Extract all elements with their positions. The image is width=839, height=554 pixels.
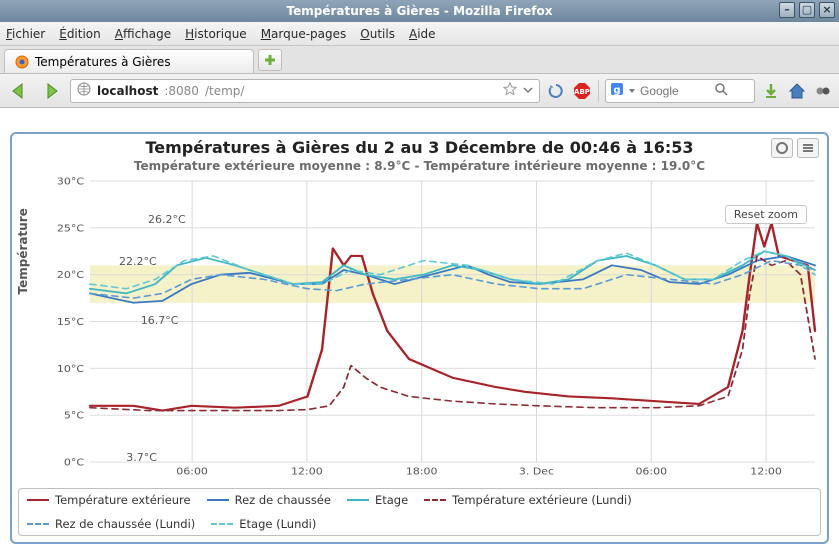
legend-swatch (424, 499, 446, 501)
toolbar-divider (598, 80, 599, 102)
menu-tools[interactable]: Outils (360, 27, 395, 41)
chart-annotation: 26.2°C (148, 213, 186, 226)
svg-text:12:00: 12:00 (750, 466, 782, 477)
bookmark-star-icon[interactable] (503, 82, 517, 99)
url-path: /temp/ (205, 84, 244, 98)
chart-annotation: 22.2°C (119, 255, 157, 268)
chart-body: Température 0°C 5°C 10°C 15°C 20°C 25°C 30°C 06… (18, 175, 821, 482)
forward-button[interactable] (38, 78, 64, 104)
addon-icon[interactable] (813, 81, 833, 101)
downloads-button[interactable] (761, 81, 781, 101)
tab-label: Températures à Gières (35, 55, 171, 69)
chart-ylabel: Température (16, 208, 30, 294)
window-titlebar: Températures à Gières - Mozilla Firefox … (0, 0, 839, 22)
dropdown-history-icon[interactable] (523, 84, 533, 98)
window-minimize-button[interactable]: – (779, 2, 795, 18)
url-host: localhost (97, 84, 158, 98)
menu-help[interactable]: Aide (409, 27, 436, 41)
window-title: Températures à Gières - Mozilla Firefox (287, 4, 553, 18)
chart-annotation: 16.7°C (141, 314, 179, 327)
tabstrip: Températures à Gières (0, 46, 839, 74)
svg-text:06:00: 06:00 (635, 466, 667, 477)
legend-swatch (27, 523, 49, 525)
adblock-icon[interactable]: ABP (572, 81, 592, 101)
legend-item[interactable]: Etage (Lundi) (211, 517, 316, 531)
new-tab-button[interactable] (258, 49, 282, 71)
search-icon[interactable] (714, 82, 728, 99)
menu-bookmarks[interactable]: Marque-pages (261, 27, 347, 41)
legend-swatch (211, 523, 233, 525)
search-engine-dropdown-icon[interactable] (628, 84, 636, 98)
home-button[interactable] (787, 81, 807, 101)
svg-text:30°C: 30°C (57, 176, 84, 187)
chart-legend: Température extérieure Rez de chaussée Eta… (18, 488, 821, 536)
legend-label: Rez de chaussée (235, 493, 331, 507)
page-content: Températures à Gières du 2 au 3 Décembre… (0, 108, 839, 554)
chart-annotation: 3.7°C (126, 451, 157, 464)
reload-button[interactable] (546, 81, 566, 101)
nav-toolbar: localhost :8080/temp/ ABP g (0, 74, 839, 108)
chart-svg: 0°C5°C10°C15°C20°C25°C30°C06:0012:0018:0… (90, 181, 815, 478)
svg-text:25°C: 25°C (57, 223, 84, 234)
svg-text:5°C: 5°C (64, 410, 84, 421)
legend-label: Etage (375, 493, 408, 507)
menubar: Fichier Édition Affichage Historique Mar… (0, 22, 839, 46)
svg-text:15°C: 15°C (57, 317, 84, 328)
google-icon: g (610, 82, 624, 99)
legend-item[interactable]: Température extérieure (Lundi) (424, 493, 632, 507)
legend-label: Etage (Lundi) (239, 517, 316, 531)
menu-file[interactable]: Fichier (6, 27, 45, 41)
back-button[interactable] (6, 78, 32, 104)
svg-text:12:00: 12:00 (291, 466, 323, 477)
reset-zoom-button[interactable]: Reset zoom (725, 205, 807, 224)
svg-text:06:00: 06:00 (176, 466, 208, 477)
legend-item[interactable]: Rez de chaussée (Lundi) (27, 517, 195, 531)
legend-item[interactable]: Etage (347, 493, 408, 507)
url-bar[interactable]: localhost :8080/temp/ (70, 79, 540, 103)
menu-history[interactable]: Historique (185, 27, 247, 41)
legend-swatch (27, 499, 49, 501)
legend-swatch (207, 499, 229, 501)
window-maximize-button[interactable]: ▢ (799, 2, 815, 18)
svg-text:20°C: 20°C (57, 270, 84, 281)
svg-text:18:00: 18:00 (406, 466, 438, 477)
legend-swatch (347, 499, 369, 501)
tab-favicon (15, 55, 29, 69)
chart-tool-circle[interactable] (771, 138, 793, 158)
chart-subtitle: Température extérieure moyenne : 8.9°C -… (18, 159, 821, 173)
svg-text:0°C: 0°C (64, 457, 84, 468)
menu-view[interactable]: Affichage (115, 27, 171, 41)
search-box[interactable]: g (605, 79, 755, 103)
globe-icon (77, 82, 91, 99)
legend-label: Rez de chaussée (Lundi) (55, 517, 195, 531)
svg-text:10°C: 10°C (57, 363, 84, 374)
chart-card: Températures à Gières du 2 au 3 Décembre… (10, 132, 829, 544)
legend-item[interactable]: Température extérieure (27, 493, 191, 507)
svg-text:ABP: ABP (574, 88, 590, 96)
window-close-button[interactable]: × (819, 2, 835, 18)
chart-tool-menu[interactable] (797, 138, 819, 158)
chart-title: Températures à Gières du 2 au 3 Décembre… (18, 138, 821, 157)
chart-plot-area[interactable]: 0°C5°C10°C15°C20°C25°C30°C06:0012:0018:0… (90, 181, 815, 478)
legend-item[interactable]: Rez de chaussée (207, 493, 331, 507)
search-input[interactable] (640, 84, 710, 98)
url-port: :8080 (164, 84, 199, 98)
svg-text:3. Dec: 3. Dec (519, 466, 555, 477)
legend-label: Température extérieure (Lundi) (452, 493, 632, 507)
tab-active[interactable]: Températures à Gières (4, 49, 254, 73)
menu-edit[interactable]: Édition (59, 27, 101, 41)
legend-label: Température extérieure (55, 493, 191, 507)
svg-text:g: g (613, 85, 620, 96)
